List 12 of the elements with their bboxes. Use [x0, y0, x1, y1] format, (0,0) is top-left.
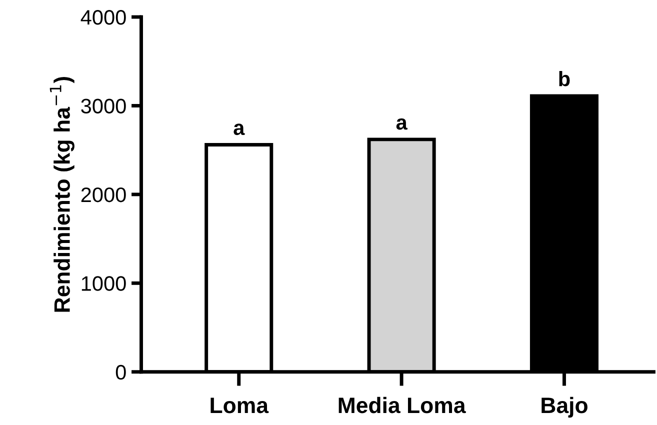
y-tick-label: 1000: [82, 276, 126, 291]
y-tick-label: 0: [116, 364, 126, 380]
annotation: a: [234, 124, 245, 136]
y-tick-label: 4000: [80, 10, 126, 25]
x-tick-label: Media Loma: [338, 396, 466, 414]
y-tick-label: 2000: [81, 187, 126, 202]
annotation: b: [559, 70, 570, 86]
annotation: a: [396, 118, 408, 130]
y-axis-title: Rendimiento (kg ha$^{−1}$): [50, 76, 74, 312]
y-tick-label: 3000: [81, 98, 126, 114]
x-tick-label: Loma: [210, 398, 269, 414]
x-tick-label: Bajo: [542, 396, 588, 418]
